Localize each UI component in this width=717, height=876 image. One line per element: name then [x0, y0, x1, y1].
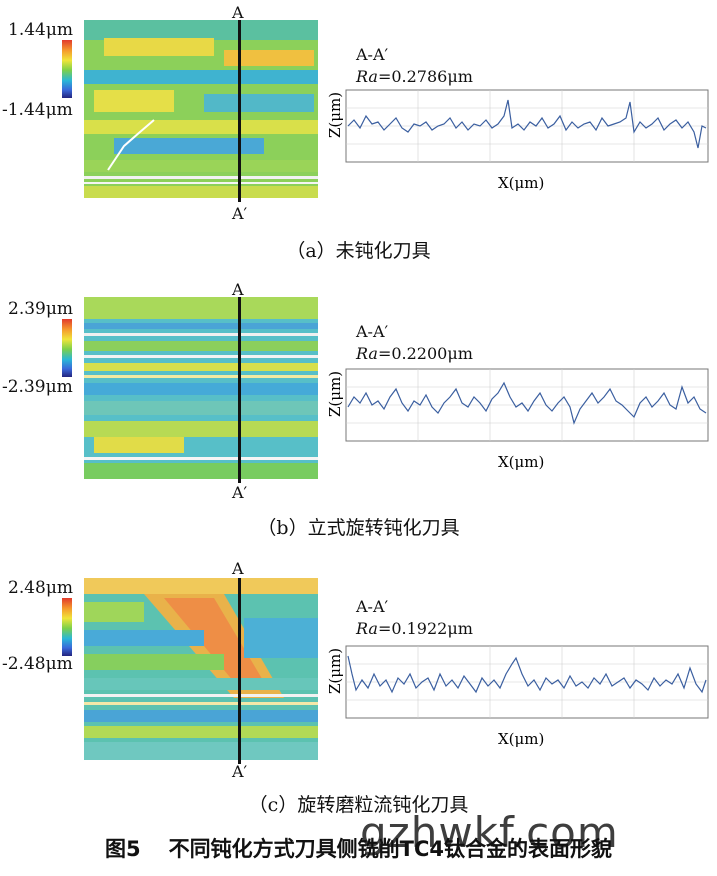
profile-title: A-A′ — [356, 322, 389, 341]
section-line-aa — [238, 297, 241, 483]
profile-title: A-A′ — [356, 45, 389, 64]
profile-header: A-A′ Ra=0.2200μm — [356, 321, 473, 365]
color-scale-bar — [62, 40, 72, 98]
watermark-text: gzhwkf.com — [360, 808, 619, 857]
section-line-aa — [238, 20, 241, 202]
color-scale-bar — [62, 319, 72, 377]
profile-title: A-A′ — [356, 597, 389, 616]
color-scale-bar — [62, 598, 72, 656]
profile-curve — [347, 381, 707, 425]
panel-c: 2.48μm -2.48μm A A′ A-A′ Ra=0.1922μm Z(μ… — [0, 556, 717, 818]
label-a: A — [232, 559, 244, 578]
profile-header: A-A′ Ra=0.1922μm — [356, 596, 473, 640]
subfigure-caption: （b）立式旋转钝化刀具 — [257, 517, 460, 539]
profile-header: A-A′ Ra=0.2786μm — [356, 44, 473, 88]
scale-min-label: -2.39μm — [2, 377, 73, 397]
ra-value: =0.1922μm — [377, 619, 473, 638]
ra-value: =0.2200μm — [377, 344, 473, 363]
profile-curve — [347, 99, 707, 149]
scale-max-label: 1.44μm — [8, 20, 74, 40]
label-a-prime: A′ — [232, 483, 248, 502]
x-axis-label: X(μm) — [498, 174, 544, 192]
scale-min-label: -2.48μm — [2, 654, 73, 674]
profile-curve — [347, 655, 707, 694]
ra-symbol: Ra — [356, 619, 378, 638]
ra-symbol: Ra — [356, 344, 378, 363]
scale-max-label: 2.48μm — [8, 578, 74, 598]
profile-plot: Z(μm) X(μm) — [326, 89, 709, 192]
scale-min-label: -1.44μm — [2, 100, 73, 120]
label-a-prime: A′ — [232, 204, 248, 223]
z-axis-label: Z(μm) — [326, 648, 344, 694]
x-axis-label: X(μm) — [498, 730, 544, 748]
figure-caption: 图5 不同钝化方式刀具侧铣削TC4钛合金的表面形貌 — [0, 833, 717, 863]
section-line-aa — [238, 578, 241, 764]
label-a: A — [232, 280, 244, 299]
ra-symbol: Ra — [356, 67, 378, 86]
panel-a: 1.44μm -1.44μm A A′ A-A′ Ra=0.2786μm Z(μ… — [0, 0, 717, 265]
z-axis-label: Z(μm) — [326, 371, 344, 417]
profile-plot: Z(μm) X(μm) — [326, 645, 709, 748]
label-a-prime: A′ — [232, 762, 248, 781]
ra-value: =0.2786μm — [377, 67, 473, 86]
height-map-image — [84, 297, 318, 479]
figure-caption-text: 不同钝化方式刀具侧铣削TC4钛合金的表面形貌 — [168, 837, 612, 861]
z-axis-label: Z(μm) — [326, 92, 344, 138]
height-map-image — [84, 20, 318, 198]
profile-plot: Z(μm) X(μm) — [326, 368, 709, 471]
height-map-image — [84, 578, 318, 760]
x-axis-label: X(μm) — [498, 453, 544, 471]
subfigure-caption: （a）未钝化刀具 — [286, 240, 431, 262]
figure-number: 图5 — [105, 837, 141, 861]
subfigure-caption: （c）旋转磨粒流钝化刀具 — [248, 794, 469, 816]
label-a: A — [232, 3, 244, 22]
scale-max-label: 2.39μm — [8, 299, 74, 319]
panel-b: 2.39μm -2.39μm A A′ A-A′ Ra=0.2200μm Z(μ… — [0, 277, 717, 542]
